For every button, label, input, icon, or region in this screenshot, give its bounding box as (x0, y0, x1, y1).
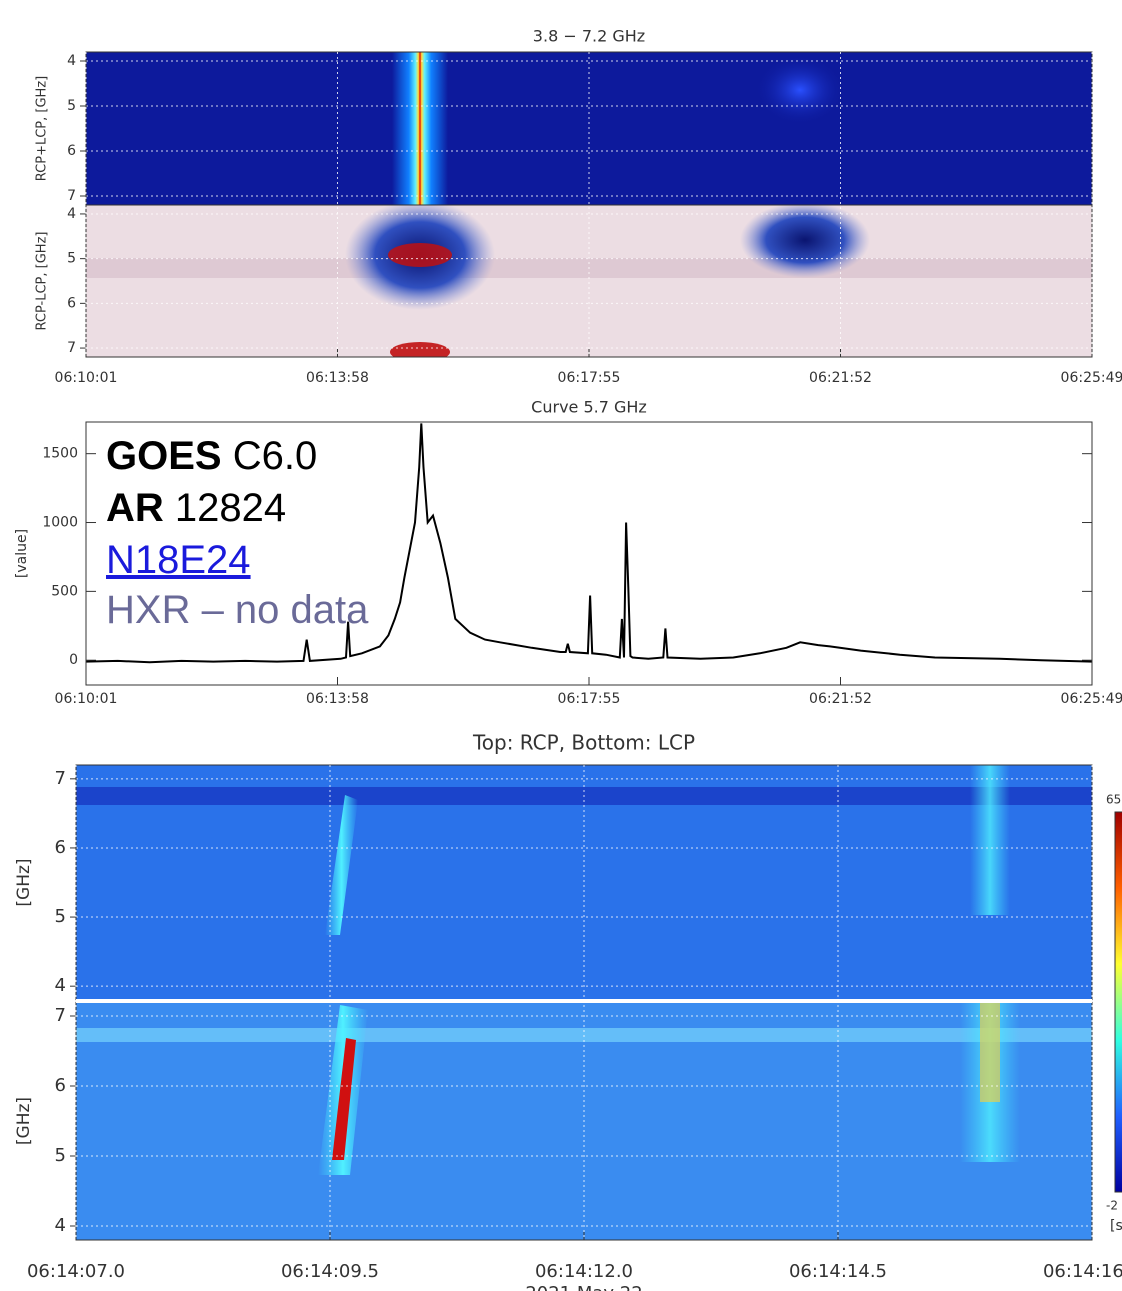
x-tick-label: 06:13:58 (306, 370, 369, 386)
annotation: HXR – no data (106, 588, 369, 632)
spectrum-feature (325, 795, 358, 935)
annotation-label: GOES (106, 434, 222, 478)
y-tick-label: 7 (55, 1005, 66, 1026)
plot-frame (85, 421, 1093, 686)
spectrum-feature (332, 1038, 356, 1160)
annotation: GOES C6.0 (106, 434, 317, 478)
annotation: AR 12824 (106, 486, 286, 530)
y-axis-label: [GHz] (14, 1097, 34, 1145)
x-tick-label: 06:25:49 (1061, 370, 1122, 386)
y-tick-label: 1000 (42, 515, 78, 531)
data-line (85, 423, 1093, 664)
x-axis-label: 2021 May 22 (525, 1283, 642, 1291)
y-tick-label: 5 (55, 1145, 66, 1166)
colorbar-label: 65 (1106, 793, 1121, 807)
annotation-text: 12824 (175, 486, 286, 530)
x-tick-label: 06:14:07.0 (27, 1261, 125, 1282)
x-tick-label: 06:21:52 (809, 370, 872, 386)
x-tick-label: 06:25:49 (1061, 691, 1122, 707)
annotation-text: N18E24 (106, 538, 251, 582)
y-axis-label: RCP-LCP, [GHz] (35, 232, 50, 331)
x-tick-label: 06:10:01 (55, 370, 118, 386)
annotation-text: C6.0 (233, 434, 318, 478)
x-tick-label: 06:14:09.5 (281, 1261, 379, 1282)
y-tick-label: 6 (55, 837, 66, 858)
y-axis-label: [value] (14, 529, 30, 578)
y-tick-label: 5 (67, 251, 76, 267)
y-tick-label: 7 (55, 768, 66, 789)
chart-title: Top: RCP, Bottom: LCP (472, 731, 695, 755)
annotation-label: AR (106, 486, 164, 530)
y-tick-label: 6 (67, 143, 76, 159)
x-tick-label: 06:10:01 (55, 691, 118, 707)
y-axis-label: RCP+LCP, [GHz] (35, 76, 50, 181)
chart-title: Curve 5.7 GHz (531, 398, 647, 417)
y-tick-label: 4 (55, 1215, 66, 1236)
y-tick-label: 6 (67, 295, 76, 311)
spectrum-fill (392, 52, 448, 205)
spectrum-fill (86, 205, 1092, 357)
y-tick-label: 5 (55, 906, 66, 927)
colorbar-label: -2 (1106, 1199, 1118, 1213)
y-tick-label: 5 (67, 98, 76, 114)
annotation-text: HXR – no data (106, 588, 369, 632)
y-tick-label: 4 (67, 206, 76, 222)
y-tick-label: 0 (69, 652, 78, 668)
spectrum-fill (980, 1002, 1000, 1102)
y-tick-label: 4 (55, 975, 66, 996)
spectrum-feature (390, 342, 450, 357)
x-tick-label: 06:14:16.0 (1043, 1261, 1122, 1282)
x-tick-label: 06:17:55 (558, 691, 621, 707)
colorbar-unit: [s (1110, 1218, 1122, 1234)
y-tick-label: 1500 (42, 446, 78, 462)
x-tick-label: 06:21:52 (809, 691, 872, 707)
spectrum-feature (740, 205, 870, 278)
spectrum-feature (755, 55, 845, 125)
x-tick-label: 06:13:58 (306, 691, 369, 707)
spectrum-feature (388, 243, 452, 267)
chart-title: 3.8 − 7.2 GHz (533, 27, 645, 46)
y-tick-label: 4 (67, 53, 76, 69)
y-tick-label: 7 (67, 340, 76, 356)
y-tick-label: 6 (55, 1075, 66, 1096)
spectrum-fill (970, 765, 1010, 915)
y-tick-label: 500 (51, 583, 78, 599)
x-tick-label: 06:14:12.0 (535, 1261, 633, 1282)
annotation: N18E24 (106, 538, 251, 582)
y-axis-label: [GHz] (14, 858, 34, 906)
x-tick-label: 06:17:55 (558, 370, 621, 386)
y-tick-label: 7 (67, 188, 76, 204)
colorbar (1114, 811, 1122, 1193)
x-tick-label: 06:14:14.5 (789, 1261, 887, 1282)
